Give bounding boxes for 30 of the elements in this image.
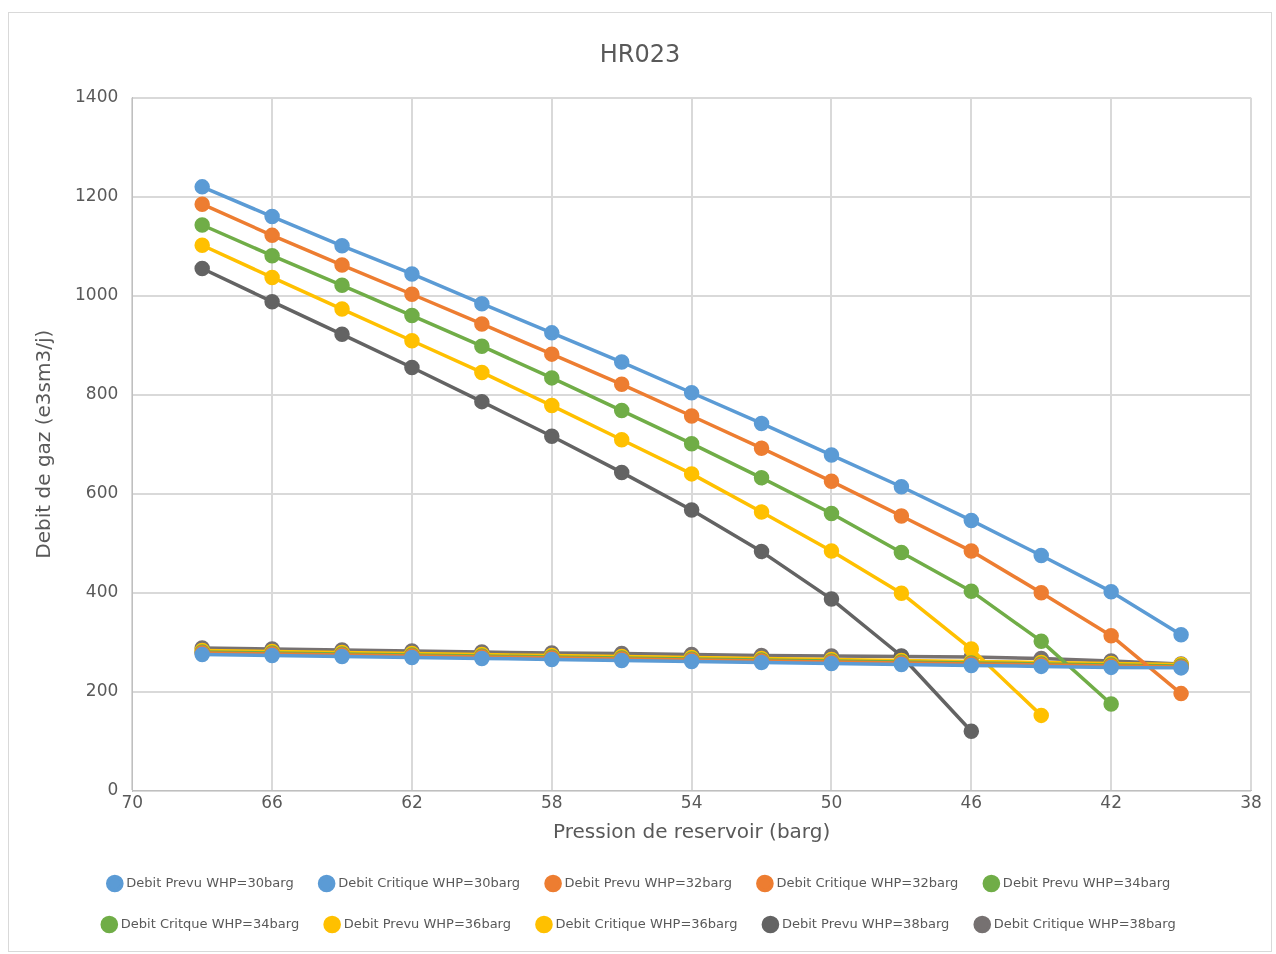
x-axis-title: Pression de reservoir (barg) xyxy=(553,819,831,844)
x-tick-label: 38 xyxy=(1240,792,1262,813)
legend-label: Debit Critque WHP=34barg xyxy=(120,915,300,931)
legend-label: Debit Critique WHP=38barg xyxy=(993,915,1176,931)
x-tick-label: 70 xyxy=(121,792,144,813)
legend-label: Debit Critique WHP=36barg xyxy=(555,915,738,931)
legend-label: Debit Critique WHP=32barg xyxy=(776,874,959,890)
x-tick-label: 66 xyxy=(261,792,283,813)
legend-label: Debit Prevu WHP=30barg xyxy=(126,874,294,890)
y-tick-label: 800 xyxy=(85,383,119,404)
y-tick-label: 200 xyxy=(85,680,119,701)
y-axis-title: Debit de gaz (e3sm3/j) xyxy=(31,329,56,559)
chart-title: HR023 xyxy=(599,39,681,68)
x-tick-label: 58 xyxy=(540,792,563,813)
y-tick-label: 1000 xyxy=(75,284,119,305)
legend-label: Debit Prevu WHP=36barg xyxy=(343,915,511,931)
y-tick-label: 1200 xyxy=(75,185,119,206)
x-tick-label: 42 xyxy=(1100,792,1122,813)
legend-label: Debit Critique WHP=30barg xyxy=(338,874,521,890)
legend-label: Debit Prevu WHP=34barg xyxy=(1002,874,1171,890)
x-tick-label: 54 xyxy=(680,792,703,813)
y-tick-label: 400 xyxy=(85,581,119,602)
y-tick-label: 600 xyxy=(85,482,119,503)
legend-label: Debit Prevu WHP=32barg xyxy=(564,874,732,890)
y-tick-label: 1400 xyxy=(75,86,119,107)
x-tick-label: 62 xyxy=(401,792,423,813)
x-tick-label: 50 xyxy=(820,792,843,813)
y-tick-label: 0 xyxy=(107,779,119,800)
legend-label: Debit Prevu WHP=38barg xyxy=(781,915,950,931)
x-tick-label: 46 xyxy=(960,792,983,813)
